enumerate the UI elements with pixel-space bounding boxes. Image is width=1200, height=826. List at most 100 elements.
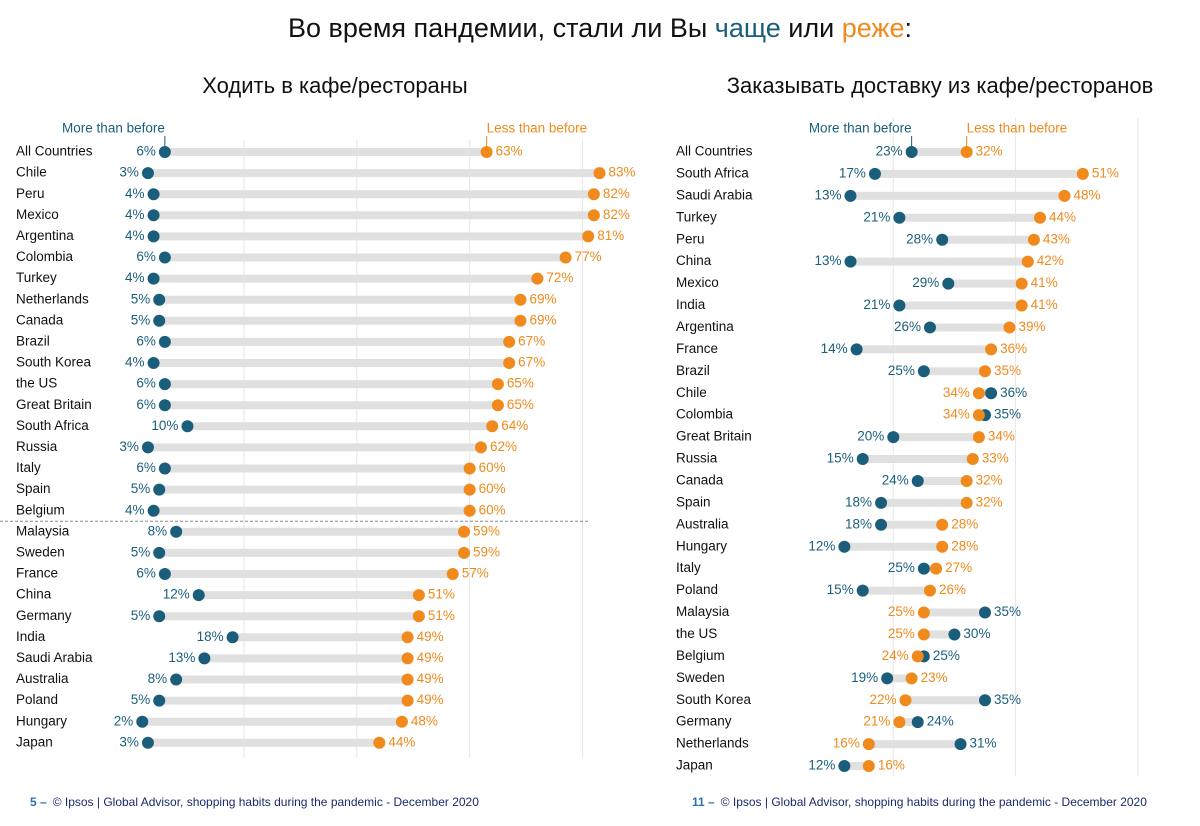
dot — [514, 293, 527, 306]
value-label: 18% — [197, 629, 224, 644]
dot — [862, 760, 875, 773]
page-number: 5 – — [30, 795, 47, 809]
value-label: 69% — [529, 291, 556, 306]
dot — [141, 736, 154, 749]
value-label: 27% — [945, 560, 972, 575]
value-label: 15% — [827, 451, 854, 466]
dot — [979, 606, 991, 619]
dot — [917, 606, 930, 619]
value-label: 28% — [951, 516, 978, 531]
category-label: Brazil — [676, 363, 710, 378]
value-label: 4% — [125, 270, 145, 285]
footer-text: © Ipsos | Global Advisor, shopping habit… — [53, 795, 480, 809]
value-label: 3% — [119, 165, 139, 180]
dot — [936, 540, 949, 553]
dot — [458, 546, 471, 559]
category-label: Turkey — [16, 270, 57, 285]
dot — [838, 760, 851, 773]
dot — [147, 230, 160, 243]
value-label: 60% — [479, 481, 506, 496]
category-label: Poland — [676, 582, 718, 597]
category-label: Great Britain — [676, 429, 752, 444]
category-label: South Korea — [16, 355, 92, 370]
dot — [942, 277, 955, 290]
dot — [401, 631, 414, 644]
value-label: 35% — [994, 604, 1021, 619]
value-label: 51% — [428, 608, 455, 623]
dot — [923, 321, 936, 334]
value-label: 33% — [982, 451, 1009, 466]
legend-label: More than before — [809, 121, 912, 136]
value-label: 15% — [827, 582, 854, 597]
category-label: Saudi Arabia — [676, 187, 753, 202]
value-label: 34% — [988, 429, 1015, 444]
dot — [936, 518, 949, 531]
dot — [463, 483, 476, 496]
value-label: 26% — [894, 319, 921, 334]
dot — [153, 483, 166, 496]
value-label: 24% — [927, 714, 954, 729]
value-label: 13% — [168, 650, 195, 665]
dot — [985, 387, 998, 400]
value-label: 18% — [845, 516, 872, 531]
dot — [593, 167, 606, 180]
value-label: 42% — [1037, 253, 1064, 268]
dot — [911, 650, 924, 663]
value-label: 36% — [1000, 341, 1027, 356]
value-label: 30% — [963, 626, 990, 641]
category-label: Peru — [16, 186, 45, 201]
value-label: 10% — [151, 418, 178, 433]
dot — [401, 673, 414, 686]
value-label: 24% — [882, 473, 909, 488]
value-label: 69% — [529, 312, 556, 327]
dot — [887, 431, 900, 444]
value-label: 6% — [136, 144, 156, 159]
title-part: : — [905, 13, 913, 43]
value-label: 31% — [970, 736, 997, 751]
dot — [170, 525, 183, 538]
dot — [158, 251, 171, 264]
dot — [899, 694, 912, 707]
category-label: Sweden — [16, 544, 65, 559]
dot — [141, 441, 154, 454]
dot — [923, 584, 936, 597]
dot — [893, 211, 906, 224]
dot — [905, 672, 918, 685]
value-label: 12% — [808, 758, 835, 773]
title: Во время пандемии, стали ли Вы чаще или … — [288, 13, 912, 43]
title-part: или — [781, 13, 842, 43]
dot — [917, 562, 930, 575]
category-label: the US — [16, 376, 57, 391]
value-label: 82% — [603, 186, 630, 201]
category-label: Chile — [676, 385, 707, 400]
category-label: All Countries — [16, 144, 93, 159]
value-label: 19% — [851, 670, 878, 685]
dot — [503, 357, 516, 369]
category-label: Germany — [16, 608, 72, 623]
dot — [401, 694, 414, 707]
category-label: Turkey — [676, 209, 717, 224]
dot — [1034, 211, 1047, 224]
value-label: 51% — [428, 587, 455, 602]
value-label: 5% — [131, 692, 151, 707]
dot — [147, 272, 160, 285]
value-label: 22% — [869, 692, 896, 707]
value-label: 48% — [1073, 187, 1100, 202]
dot — [559, 251, 572, 264]
value-label: 34% — [943, 407, 970, 422]
value-label: 6% — [136, 376, 156, 391]
dot — [862, 738, 875, 751]
value-label: 24% — [882, 648, 909, 663]
dot — [491, 378, 504, 391]
value-label: 4% — [125, 228, 145, 243]
value-label: 8% — [148, 671, 168, 686]
page-number: 11 – — [692, 795, 715, 809]
value-label: 12% — [163, 587, 190, 602]
category-label: Great Britain — [16, 397, 92, 412]
value-label: 4% — [125, 355, 145, 370]
dot — [960, 496, 973, 509]
dot — [463, 504, 476, 517]
dot — [226, 631, 239, 644]
category-label: Germany — [676, 714, 732, 729]
value-label: 60% — [479, 502, 506, 517]
